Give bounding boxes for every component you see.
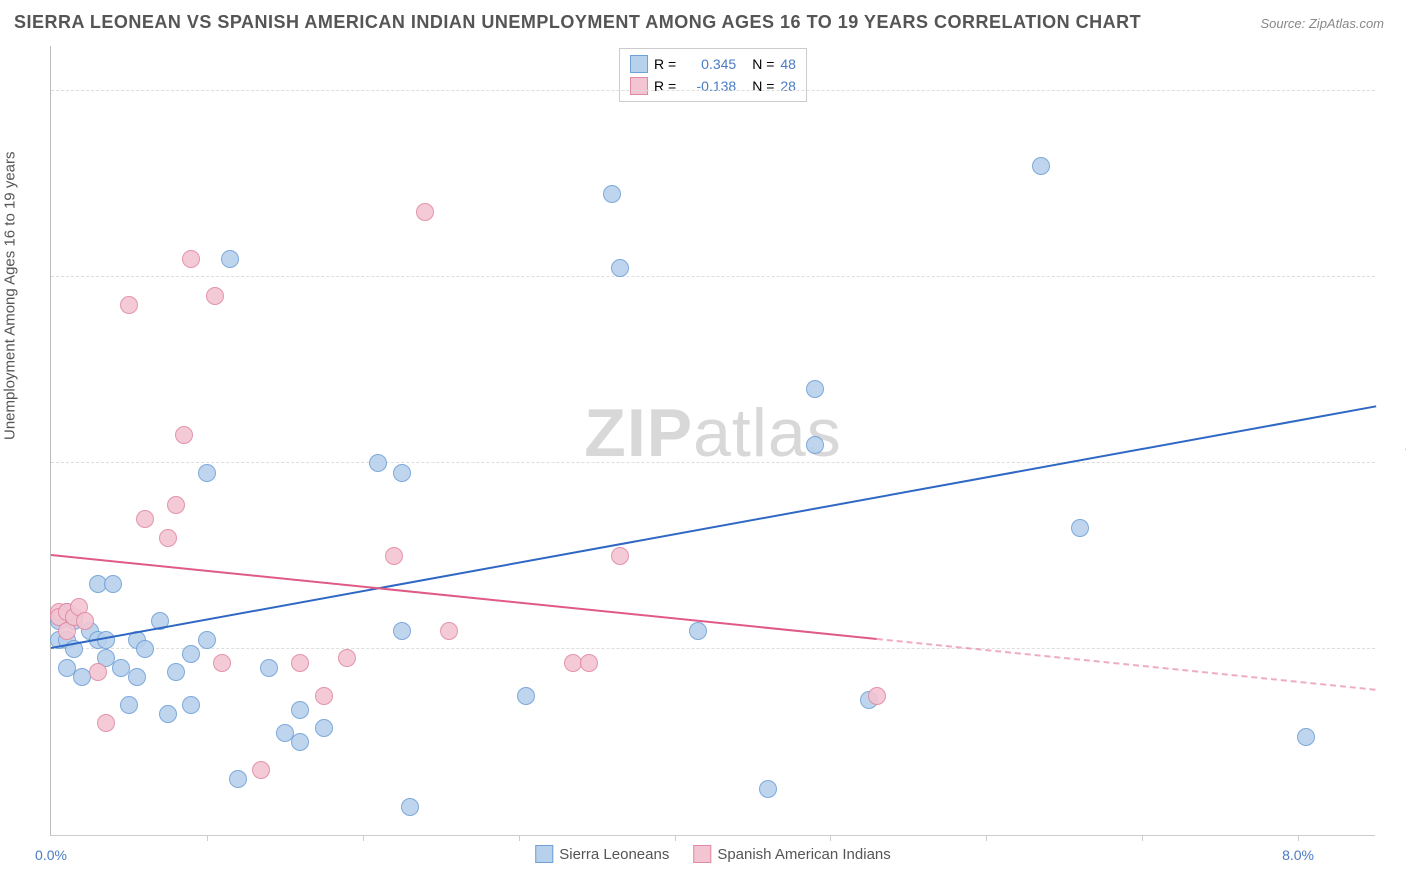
scatter-point — [868, 687, 886, 705]
x-tick — [675, 835, 676, 841]
legend-swatch-bottom-1 — [693, 845, 711, 863]
scatter-point — [315, 687, 333, 705]
scatter-point — [198, 464, 216, 482]
legend-swatch-1 — [630, 77, 648, 95]
scatter-point — [759, 780, 777, 798]
scatter-point — [206, 287, 224, 305]
y-tick-label: 20.0% — [1385, 625, 1406, 641]
scatter-point — [580, 654, 598, 672]
y-tick-label: 80.0% — [1385, 67, 1406, 83]
x-tick — [1142, 835, 1143, 841]
scatter-point — [104, 575, 122, 593]
scatter-point — [260, 659, 278, 677]
scatter-point — [136, 640, 154, 658]
series-legend: Sierra Leoneans Spanish American Indians — [535, 845, 891, 863]
scatter-point — [291, 654, 309, 672]
scatter-point — [175, 426, 193, 444]
scatter-point — [252, 761, 270, 779]
scatter-point — [167, 663, 185, 681]
gridline-h — [51, 276, 1375, 277]
scatter-point — [440, 622, 458, 640]
y-tick-label: 60.0% — [1385, 253, 1406, 269]
scatter-point — [1297, 728, 1315, 746]
scatter-point — [97, 714, 115, 732]
scatter-point — [182, 250, 200, 268]
scatter-point — [689, 622, 707, 640]
legend-swatch-bottom-0 — [535, 845, 553, 863]
x-tick — [363, 835, 364, 841]
gridline-h — [51, 90, 1375, 91]
scatter-point — [89, 663, 107, 681]
legend-n-label-0: N = — [752, 56, 774, 72]
legend-name-1: Spanish American Indians — [717, 846, 890, 863]
correlation-legend: R = 0.345 N = 48 R = -0.138 N = 28 — [619, 48, 807, 102]
gridline-h — [51, 648, 1375, 649]
watermark-atlas: atlas — [693, 395, 842, 471]
scatter-point — [221, 250, 239, 268]
scatter-point — [603, 185, 621, 203]
scatter-point — [182, 696, 200, 714]
legend-r-label-0: R = — [654, 56, 676, 72]
scatter-point — [393, 464, 411, 482]
scatter-point — [159, 529, 177, 547]
y-axis-label: Unemployment Among Ages 16 to 19 years — [2, 151, 19, 440]
x-tick-label: 8.0% — [1282, 847, 1314, 863]
scatter-point — [385, 547, 403, 565]
scatter-point — [128, 668, 146, 686]
x-tick — [1298, 835, 1299, 841]
chart-title: SIERRA LEONEAN VS SPANISH AMERICAN INDIA… — [14, 12, 1141, 33]
scatter-point — [182, 645, 200, 663]
scatter-point — [167, 496, 185, 514]
scatter-point — [401, 798, 419, 816]
x-tick — [830, 835, 831, 841]
scatter-point — [198, 631, 216, 649]
scatter-point — [611, 259, 629, 277]
legend-n-value-0: 48 — [780, 56, 796, 72]
watermark-zip: ZIP — [584, 395, 693, 471]
scatter-point — [291, 733, 309, 751]
scatter-point — [291, 701, 309, 719]
gridline-h — [51, 462, 1375, 463]
scatter-point — [806, 380, 824, 398]
scatter-point — [213, 654, 231, 672]
watermark: ZIPatlas — [584, 394, 841, 472]
x-tick — [986, 835, 987, 841]
scatter-point — [315, 719, 333, 737]
scatter-point — [136, 510, 154, 528]
y-tick-label: 40.0% — [1385, 439, 1406, 455]
legend-n-label-1: N = — [752, 78, 774, 94]
scatter-point — [229, 770, 247, 788]
legend-r-value-1: -0.138 — [682, 78, 736, 94]
scatter-point — [611, 547, 629, 565]
scatter-point — [517, 687, 535, 705]
scatter-plot-area: ZIPatlas R = 0.345 N = 48 R = -0.138 N =… — [50, 46, 1375, 836]
legend-row-series-0: R = 0.345 N = 48 — [630, 53, 796, 75]
legend-n-value-1: 28 — [780, 78, 796, 94]
scatter-point — [369, 454, 387, 472]
scatter-point — [416, 203, 434, 221]
scatter-point — [76, 612, 94, 630]
legend-r-label-1: R = — [654, 78, 676, 94]
scatter-point — [1071, 519, 1089, 537]
legend-name-0: Sierra Leoneans — [559, 846, 669, 863]
regression-line — [51, 554, 877, 640]
scatter-point — [338, 649, 356, 667]
scatter-point — [393, 622, 411, 640]
legend-item-0: Sierra Leoneans — [535, 845, 669, 863]
x-tick — [207, 835, 208, 841]
legend-swatch-0 — [630, 55, 648, 73]
scatter-point — [1032, 157, 1050, 175]
regression-line — [51, 405, 1376, 649]
legend-item-1: Spanish American Indians — [693, 845, 890, 863]
scatter-point — [159, 705, 177, 723]
legend-r-value-0: 0.345 — [682, 56, 736, 72]
scatter-point — [806, 436, 824, 454]
x-tick — [519, 835, 520, 841]
x-tick-label: 0.0% — [35, 847, 67, 863]
scatter-point — [120, 696, 138, 714]
legend-row-series-1: R = -0.138 N = 28 — [630, 75, 796, 97]
scatter-point — [120, 296, 138, 314]
source-attribution: Source: ZipAtlas.com — [1260, 16, 1384, 31]
regression-line — [877, 638, 1376, 691]
